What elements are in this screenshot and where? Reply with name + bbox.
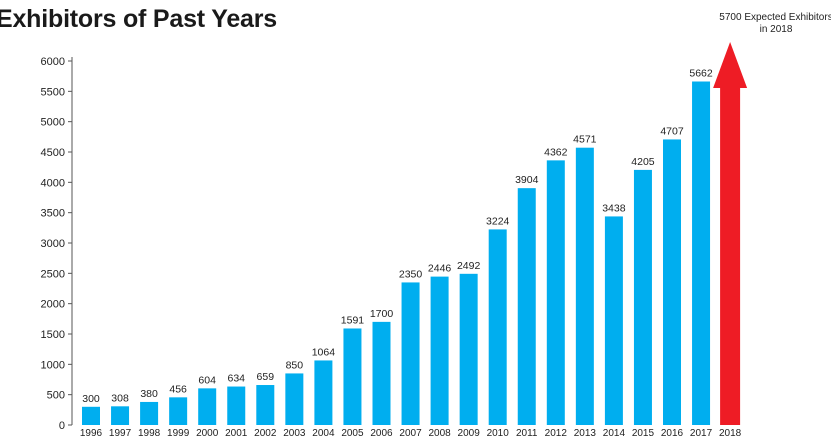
bar-2006 xyxy=(372,321,391,425)
y-tick-label: 1000 xyxy=(41,359,65,371)
data-label-2017: 5662 xyxy=(689,68,713,80)
x-tick-label-2013: 2013 xyxy=(574,428,597,437)
x-tick-label-2003: 2003 xyxy=(283,428,306,437)
data-label-2013: 4571 xyxy=(573,134,597,146)
x-tick-label-2015: 2015 xyxy=(632,428,655,437)
x-tick-label-2007: 2007 xyxy=(399,428,422,437)
data-label-2012: 4362 xyxy=(544,146,568,158)
x-tick-label-1998: 1998 xyxy=(138,428,161,437)
x-tick-label-2004: 2004 xyxy=(312,428,335,437)
data-label-2000: 604 xyxy=(198,374,216,386)
y-tick-label: 0 xyxy=(59,420,65,432)
forecast-note-line1: 5700 Expected Exhibitors xyxy=(719,12,831,23)
data-label-1999: 456 xyxy=(169,383,187,395)
x-tick-label-2000: 2000 xyxy=(196,428,219,437)
x-tick-label-2012: 2012 xyxy=(545,428,568,437)
x-tick-label-1996: 1996 xyxy=(80,428,103,437)
x-tick-label-2016: 2016 xyxy=(661,428,684,437)
x-tick-label-2001: 2001 xyxy=(225,428,248,437)
y-tick-label: 2000 xyxy=(41,299,65,311)
data-label-2001: 634 xyxy=(227,373,245,385)
data-label-2005: 1591 xyxy=(341,314,365,326)
y-tick-label: 500 xyxy=(47,390,65,402)
bar-2014 xyxy=(604,216,623,425)
forecast-note: 5700 Expected Exhibitors in 2018 xyxy=(706,12,831,36)
x-tick-label-1999: 1999 xyxy=(167,428,190,437)
data-label-2008: 2446 xyxy=(428,263,452,275)
y-tick-label: 4500 xyxy=(41,147,65,159)
data-label-2002: 659 xyxy=(257,371,275,383)
forecast-arrow-2018 xyxy=(713,42,748,425)
x-tick-label-2017: 2017 xyxy=(690,428,713,437)
data-label-2004: 1064 xyxy=(312,346,336,358)
bar-2004 xyxy=(314,360,333,425)
bar-1997 xyxy=(111,406,130,425)
forecast-note-line2: in 2018 xyxy=(759,24,793,35)
forecast-arrow-group xyxy=(713,42,748,425)
bar-2015 xyxy=(633,169,652,425)
bars xyxy=(82,81,711,425)
x-tick-label-2009: 2009 xyxy=(458,428,481,437)
data-label-2003: 850 xyxy=(286,359,304,371)
y-axis: 0 500 1000 1500 2000 2500 3000 3500 4000 4500 5000… xyxy=(41,56,73,432)
data-label-2011: 3904 xyxy=(515,174,539,186)
bar-2017 xyxy=(692,81,711,425)
bar-2003 xyxy=(285,373,304,425)
y-tick-label: 4000 xyxy=(41,177,65,189)
x-tick-label-2008: 2008 xyxy=(428,428,451,437)
bar-2016 xyxy=(663,139,681,425)
data-label-2009: 2492 xyxy=(457,260,481,272)
data-label-1996: 300 xyxy=(82,393,100,405)
data-label-2007: 2350 xyxy=(399,268,423,280)
bar-2012 xyxy=(546,160,565,425)
x-tick-label-2005: 2005 xyxy=(341,428,364,437)
data-label-2015: 4205 xyxy=(631,156,655,168)
y-tick-label: 6000 xyxy=(41,56,65,68)
y-tick-label: 1500 xyxy=(41,329,65,341)
bar-1998 xyxy=(140,401,159,425)
data-label-2016: 4707 xyxy=(660,125,684,137)
x-tick-label-2002: 2002 xyxy=(254,428,277,437)
bar-1996 xyxy=(82,406,100,425)
y-tick-label: 5000 xyxy=(41,117,65,129)
data-label-2010: 3224 xyxy=(486,215,510,227)
bar-2002 xyxy=(256,385,275,425)
y-tick-label: 5500 xyxy=(41,86,65,98)
y-tick-label: 3000 xyxy=(41,238,65,250)
data-label-1998: 380 xyxy=(140,388,158,400)
bar-2008 xyxy=(430,276,449,425)
x-tick-label-1997: 1997 xyxy=(109,428,132,437)
bar-1999 xyxy=(169,397,188,425)
bar-2010 xyxy=(488,229,507,425)
bar-2007 xyxy=(401,282,420,425)
bar-2001 xyxy=(227,386,246,425)
x-tick-label-2010: 2010 xyxy=(487,428,510,437)
bar-2013 xyxy=(575,147,594,425)
bar-2000 xyxy=(198,388,217,425)
y-tick-label: 2500 xyxy=(41,268,65,280)
x-tick-label-2006: 2006 xyxy=(370,428,393,437)
chart-title: Exhibitors of Past Years xyxy=(0,5,277,33)
data-label-2006: 1700 xyxy=(370,308,394,320)
data-label-1997: 308 xyxy=(111,392,129,404)
y-tick-label: 3500 xyxy=(41,208,65,220)
x-axis-labels: 1996 1997 1998 1999 2000 2001 2002 2003 2004 2005… xyxy=(80,428,742,437)
x-tick-label-2018: 2018 xyxy=(719,428,742,437)
x-tick-label-2011: 2011 xyxy=(516,428,538,437)
bar-2005 xyxy=(343,328,362,425)
bar-2011 xyxy=(517,188,536,425)
data-label-2014: 3438 xyxy=(602,202,626,214)
bar-2009 xyxy=(459,273,478,425)
data-labels: 300 308 380 456 604 634 659 850 1064 1591 1700 2350… xyxy=(82,68,713,405)
x-tick-label-2014: 2014 xyxy=(603,428,626,437)
